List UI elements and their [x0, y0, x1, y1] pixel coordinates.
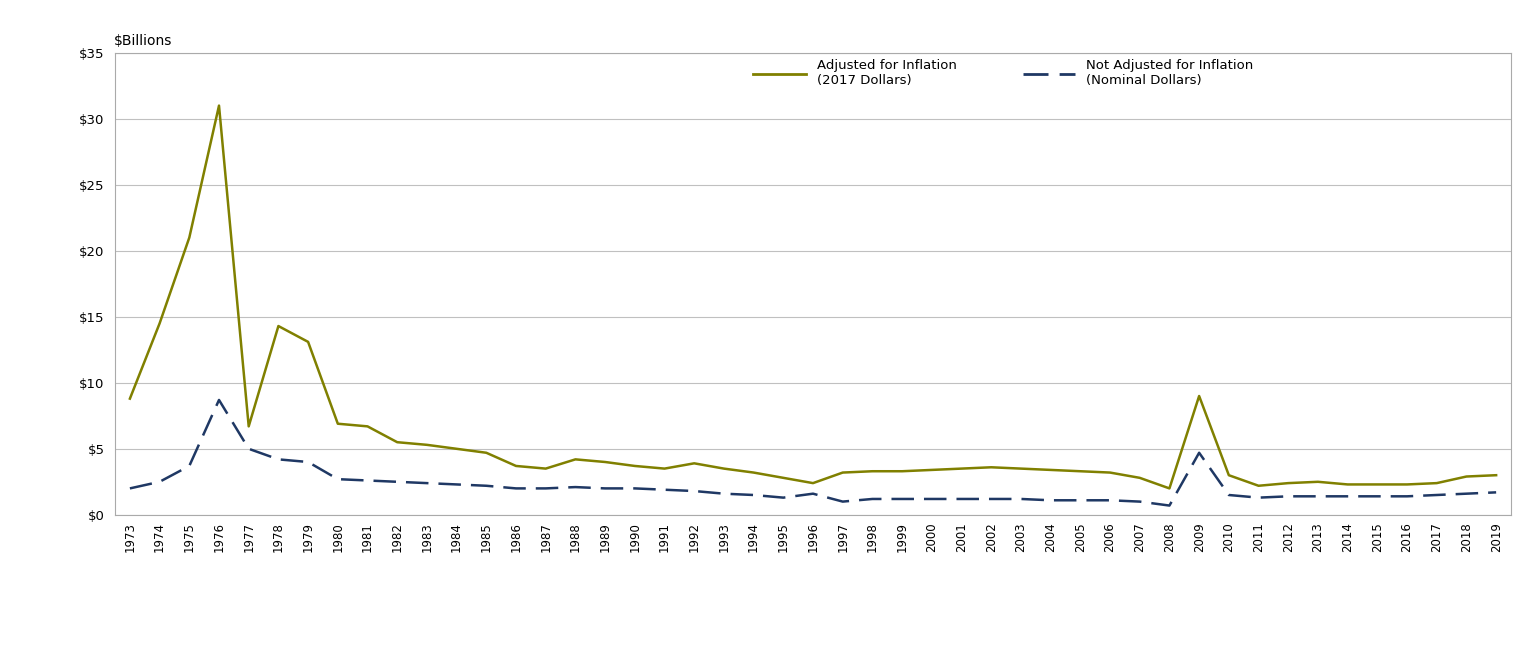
Text: $Billions: $Billions: [114, 34, 172, 48]
Legend: Adjusted for Inflation
(2017 Dollars), Not Adjusted for Inflation
(Nominal Dolla: Adjusted for Inflation (2017 Dollars), N…: [753, 59, 1253, 87]
